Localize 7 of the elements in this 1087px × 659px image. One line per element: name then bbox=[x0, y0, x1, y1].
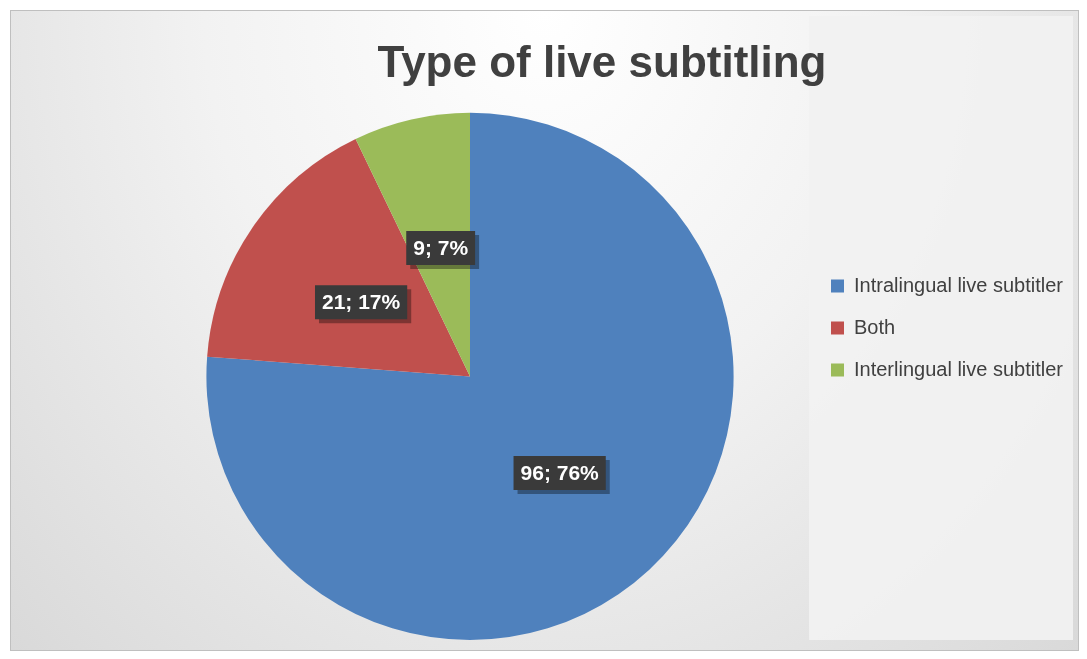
data-label: 96; 76% bbox=[520, 460, 600, 484]
legend-label: Both bbox=[854, 315, 896, 338]
legend-label: Intralingual live subtitler bbox=[854, 273, 1064, 296]
legend-label: Interlingual live subtitler bbox=[854, 357, 1064, 380]
chart-title: Type of live subtitling bbox=[377, 36, 827, 86]
data-label: 9; 7% bbox=[413, 235, 469, 259]
data-label: 21; 17% bbox=[322, 289, 401, 313]
